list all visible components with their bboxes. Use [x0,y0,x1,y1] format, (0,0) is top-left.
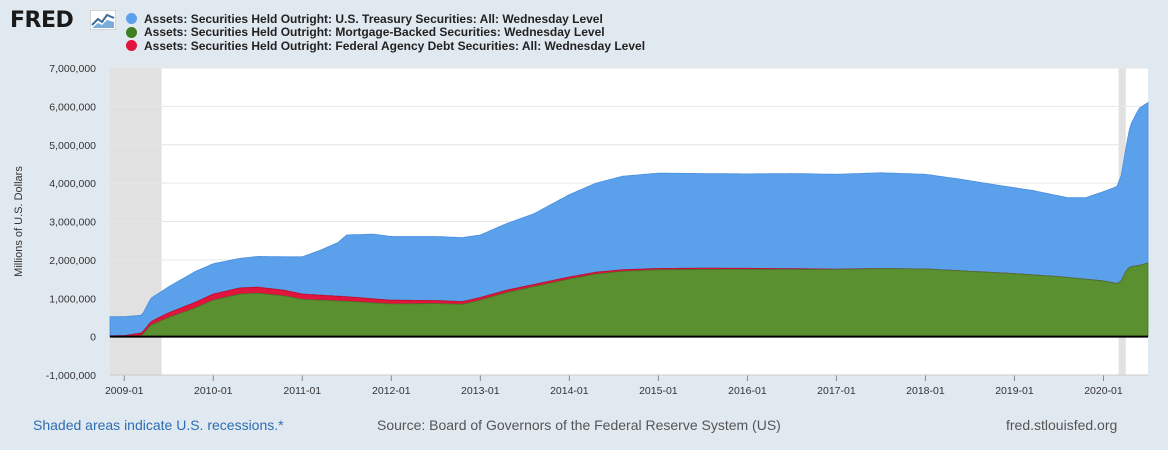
x-tick-label: 2014-01 [550,385,589,397]
x-tick-label: 2010-01 [194,385,233,397]
legend-label-treasury: Assets: Securities Held Outright: U.S. T… [144,11,603,26]
fred-url-link[interactable]: fred.stlouisfed.org [1006,417,1118,433]
fred-spark-icon [90,10,116,30]
legend-dot-icon [126,13,137,25]
y-tick-label: 0 [90,332,96,344]
y-tick-label: 1,000,000 [49,293,96,305]
legend-item-agency: Assets: Securities Held Outright: Federa… [126,39,645,53]
legend-dot-icon [126,40,137,52]
y-tick-label: 3,000,000 [49,217,96,229]
legend-label-agency: Assets: Securities Held Outright: Federa… [144,38,646,53]
y-axis-label: Millions of U.S. Dollars [13,166,25,277]
y-tick-label: -1,000,000 [46,370,96,382]
fred-logo[interactable]: FRED [10,8,74,33]
legend-dot-icon [126,26,137,38]
y-tick-label: 2,000,000 [49,255,96,267]
x-tick-label: 2009-01 [105,385,144,397]
x-tick-label: 2012-01 [372,385,411,397]
series-areas [109,101,1149,338]
x-tick-label: 2017-01 [817,385,856,397]
x-tick-label: 2019-01 [995,385,1034,397]
chart: -1,000,000 0 1,000,000 2,000,000 3,000,000 4,… [13,63,1149,397]
axes: -1,000,000 0 1,000,000 2,000,000 3,000,000 4,… [46,63,1148,397]
x-tick-label: 2020-01 [1084,385,1123,397]
x-tick-label: 2018-01 [906,385,945,397]
y-tick-label: 5,000,000 [49,140,96,152]
legend-item-treasury: Assets: Securities Held Outright: U.S. T… [126,12,645,26]
x-tick-label: 2013-01 [461,385,500,397]
x-tick-label: 2015-01 [639,385,678,397]
y-tick-label: 4,000,000 [49,178,96,190]
legend-label-mbs: Assets: Securities Held Outright: Mortga… [144,25,605,40]
y-tick-label: 7,000,000 [49,63,96,75]
y-tick-label: 6,000,000 [49,101,96,113]
source-text: Source: Board of Governors of the Federa… [377,417,781,433]
x-tick-label: 2016-01 [728,385,767,397]
x-tick-label: 2011-01 [283,385,321,397]
recession-note-link[interactable]: Shaded areas indicate U.S. recessions.* [33,417,284,433]
legend: Assets: Securities Held Outright: U.S. T… [126,12,645,53]
legend-item-mbs: Assets: Securities Held Outright: Mortga… [126,25,645,40]
